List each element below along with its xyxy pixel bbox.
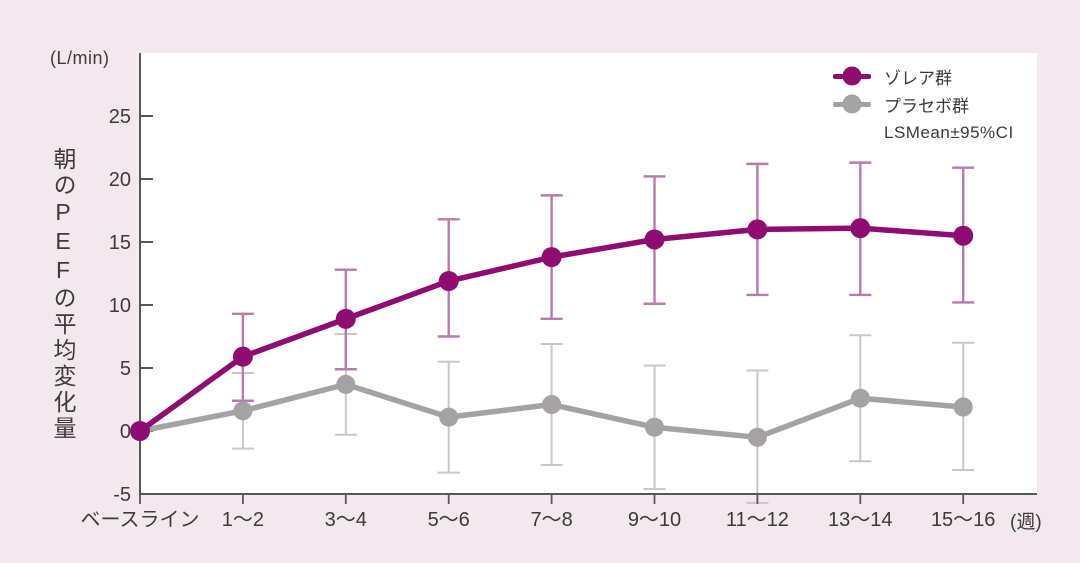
x-tick-label: 15〜16	[931, 509, 996, 531]
legend-label-zolea: ゾレア群	[884, 68, 952, 88]
placebo-dot-icon	[842, 94, 862, 114]
x-tick-label: 3〜4	[325, 509, 367, 531]
data-point	[953, 397, 973, 417]
x-tick-label: 7〜8	[530, 509, 572, 531]
x-tick-label: ベースライン	[81, 509, 200, 531]
x-tick-label: 9〜10	[628, 509, 681, 531]
y-tick-label: -5	[113, 484, 131, 506]
x-tick-label: 13〜14	[828, 509, 893, 531]
chart-legend: ゾレア群 プラセボ群 LSMean±95%CI	[833, 62, 1014, 143]
data-point	[747, 219, 768, 240]
y-axis-unit-label: (L/min)	[50, 48, 110, 68]
x-axis-unit-label: (週)	[1010, 512, 1042, 533]
data-point	[232, 346, 253, 367]
legend-item-placebo: プラセボ群	[833, 90, 1014, 118]
y-tick-label: 5	[120, 358, 131, 380]
legend-item-zolea: ゾレア群	[833, 62, 1014, 90]
data-point	[850, 218, 871, 239]
data-point	[439, 407, 459, 427]
data-point	[644, 229, 665, 250]
data-point	[953, 225, 974, 246]
data-point	[645, 417, 664, 437]
zolea-dot-icon	[842, 66, 862, 86]
data-point	[335, 308, 356, 329]
ci-note: LSMean±95%CI	[884, 123, 1014, 142]
data-point	[747, 427, 767, 447]
y-tick-label: 25	[109, 106, 131, 128]
x-tick-label: 11〜12	[726, 509, 789, 531]
data-point	[438, 271, 459, 292]
data-point	[130, 421, 150, 441]
legend-label-placebo: プラセボ群	[884, 96, 969, 116]
plot-area	[140, 53, 1037, 494]
data-point	[233, 401, 253, 421]
y-tick-label: 15	[109, 232, 131, 254]
data-point	[541, 247, 562, 268]
data-point	[336, 374, 356, 394]
y-tick-label: 0	[120, 421, 131, 443]
x-tick-label: 1〜2	[222, 509, 264, 531]
y-axis-title: 朝のPEFの平均変化量	[50, 147, 76, 442]
y-tick-label: 20	[109, 169, 131, 191]
zolea-line-marker-icon	[833, 66, 871, 86]
placebo-line-marker-icon	[833, 94, 871, 114]
data-point	[850, 388, 870, 408]
y-tick-label: 10	[109, 295, 131, 317]
data-point	[542, 395, 562, 415]
x-tick-label: 5〜6	[428, 509, 470, 531]
